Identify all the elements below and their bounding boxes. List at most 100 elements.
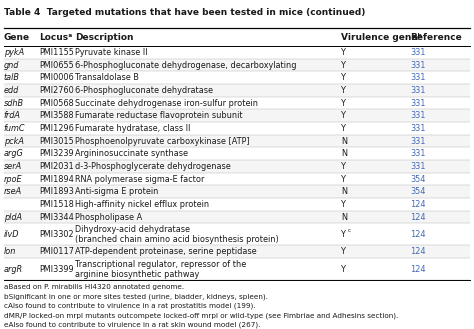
Text: N: N <box>341 213 347 221</box>
Text: Locusᵃ: Locusᵃ <box>39 33 72 41</box>
Bar <box>4 245 470 258</box>
Text: PMI1893: PMI1893 <box>39 187 73 196</box>
Text: 124: 124 <box>410 200 426 209</box>
Text: Virulence geneᵇ: Virulence geneᵇ <box>341 33 422 41</box>
Text: Y: Y <box>341 175 346 184</box>
Text: PMI0117: PMI0117 <box>39 247 74 256</box>
Text: frdA: frdA <box>4 111 21 120</box>
Text: 331: 331 <box>410 86 426 95</box>
Text: PMI3015: PMI3015 <box>39 137 73 145</box>
Text: Y: Y <box>341 61 346 69</box>
Text: Y: Y <box>341 124 346 133</box>
Bar <box>4 135 470 147</box>
Text: PMI1518: PMI1518 <box>39 200 74 209</box>
Text: ATP-dependent proteinase, serine peptidase: ATP-dependent proteinase, serine peptida… <box>75 247 256 256</box>
Text: serA: serA <box>4 162 22 171</box>
Text: Y: Y <box>341 86 346 95</box>
Bar <box>4 211 470 223</box>
Text: 331: 331 <box>410 124 426 133</box>
Text: Description: Description <box>75 33 133 41</box>
Text: RNA polymerase sigma-E factor: RNA polymerase sigma-E factor <box>75 175 204 184</box>
Text: Gene: Gene <box>4 33 30 41</box>
Text: gnd: gnd <box>4 61 19 69</box>
Text: Fumarate hydratase, class II: Fumarate hydratase, class II <box>75 124 191 133</box>
Text: High-affinity nickel efflux protein: High-affinity nickel efflux protein <box>75 200 209 209</box>
Text: PMI3399: PMI3399 <box>39 265 73 274</box>
Text: pckA: pckA <box>4 137 24 145</box>
Text: 331: 331 <box>410 48 426 57</box>
Text: Y: Y <box>341 99 346 108</box>
Text: Succinate dehydrogenase iron-sulfur protein: Succinate dehydrogenase iron-sulfur prot… <box>75 99 258 108</box>
Text: Pyruvate kinase II: Pyruvate kinase II <box>75 48 147 57</box>
Text: Y: Y <box>341 247 346 256</box>
Text: Y: Y <box>341 48 346 57</box>
Text: Y: Y <box>341 230 346 239</box>
Text: edd: edd <box>4 86 19 95</box>
Text: Y: Y <box>341 200 346 209</box>
Text: PMI0655: PMI0655 <box>39 61 73 69</box>
Text: cAlso found to contribute to virulence in a rat prostatitis model (199).: cAlso found to contribute to virulence i… <box>4 303 255 309</box>
Text: Y: Y <box>341 73 346 82</box>
Text: N: N <box>341 149 347 158</box>
Text: PMI0568: PMI0568 <box>39 99 73 108</box>
Text: PMI2031: PMI2031 <box>39 162 73 171</box>
Text: PMI1296: PMI1296 <box>39 124 74 133</box>
Text: fumC: fumC <box>4 124 25 133</box>
Text: sdhB: sdhB <box>4 99 24 108</box>
Text: Argininosuccinate synthase: Argininosuccinate synthase <box>75 149 188 158</box>
Text: PMI2760: PMI2760 <box>39 86 73 95</box>
Text: PMI1894: PMI1894 <box>39 175 74 184</box>
Text: argR: argR <box>4 265 23 274</box>
Bar <box>4 160 470 173</box>
Text: 331: 331 <box>410 73 426 82</box>
Text: ilvD: ilvD <box>4 230 19 239</box>
Text: Table 4  Targeted mutations that have been tested in mice (continued): Table 4 Targeted mutations that have bee… <box>4 8 365 17</box>
Text: (branched chain amino acid biosynthesis protein): (branched chain amino acid biosynthesis … <box>75 235 279 244</box>
Text: Y: Y <box>341 162 346 171</box>
Text: argG: argG <box>4 149 24 158</box>
Text: Y: Y <box>341 265 346 274</box>
Text: Reference: Reference <box>410 33 462 41</box>
Text: PMI3344: PMI3344 <box>39 213 74 221</box>
Text: 354: 354 <box>410 175 426 184</box>
Text: pldA: pldA <box>4 213 22 221</box>
Text: pykA: pykA <box>4 48 24 57</box>
Text: eAlso found to contribute to virulence in a rat skin wound model (267).: eAlso found to contribute to virulence i… <box>4 321 260 328</box>
Text: 354: 354 <box>410 187 426 196</box>
Text: talB: talB <box>4 73 20 82</box>
Text: dMR/P locked-on mrpl mutants outcompete locked-off mrpl or wild-type (see Fimbri: dMR/P locked-on mrpl mutants outcompete … <box>4 312 398 318</box>
Text: 124: 124 <box>410 230 426 239</box>
Text: rseA: rseA <box>4 187 22 196</box>
Text: rpoE: rpoE <box>4 175 22 184</box>
Bar <box>4 84 470 97</box>
Text: aBased on P. mirabilis HI4320 annotated genome.: aBased on P. mirabilis HI4320 annotated … <box>4 284 184 291</box>
Text: PMI0006: PMI0006 <box>39 73 73 82</box>
Text: 124: 124 <box>410 265 426 274</box>
Text: bSignificant in one or more sites tested (urine, bladder, kidneys, spleen).: bSignificant in one or more sites tested… <box>4 293 268 300</box>
Bar <box>4 59 470 71</box>
Bar <box>4 185 470 198</box>
Text: 331: 331 <box>410 61 426 69</box>
Text: 331: 331 <box>410 162 426 171</box>
Text: arginine biosynthetic pathway: arginine biosynthetic pathway <box>75 270 199 279</box>
Text: Y: Y <box>341 111 346 120</box>
Text: 6-Phosphogluconate dehydrogenase, decarboxylating: 6-Phosphogluconate dehydrogenase, decarb… <box>75 61 296 69</box>
Text: Transcriptional regulator, repressor of the: Transcriptional regulator, repressor of … <box>75 260 246 269</box>
Text: Phospholipase A: Phospholipase A <box>75 213 142 221</box>
Text: 6-Phosphogluconate dehydratase: 6-Phosphogluconate dehydratase <box>75 86 213 95</box>
Text: Fumarate reductase flavoprotein subunit: Fumarate reductase flavoprotein subunit <box>75 111 243 120</box>
Text: PMI3588: PMI3588 <box>39 111 73 120</box>
Text: d-3-Phosphoglycerate dehydrogenase: d-3-Phosphoglycerate dehydrogenase <box>75 162 231 171</box>
Text: Transaldolase B: Transaldolase B <box>75 73 139 82</box>
Text: 331: 331 <box>410 111 426 120</box>
Text: 331: 331 <box>410 137 426 145</box>
Text: PMI3239: PMI3239 <box>39 149 73 158</box>
Text: 331: 331 <box>410 99 426 108</box>
Text: 124: 124 <box>410 213 426 221</box>
Text: N: N <box>341 137 347 145</box>
Text: Dihydroxy-acid dehydratase: Dihydroxy-acid dehydratase <box>75 225 190 234</box>
Text: 331: 331 <box>410 149 426 158</box>
Text: PMI3302: PMI3302 <box>39 230 73 239</box>
Text: 124: 124 <box>410 247 426 256</box>
Text: c: c <box>347 228 350 233</box>
